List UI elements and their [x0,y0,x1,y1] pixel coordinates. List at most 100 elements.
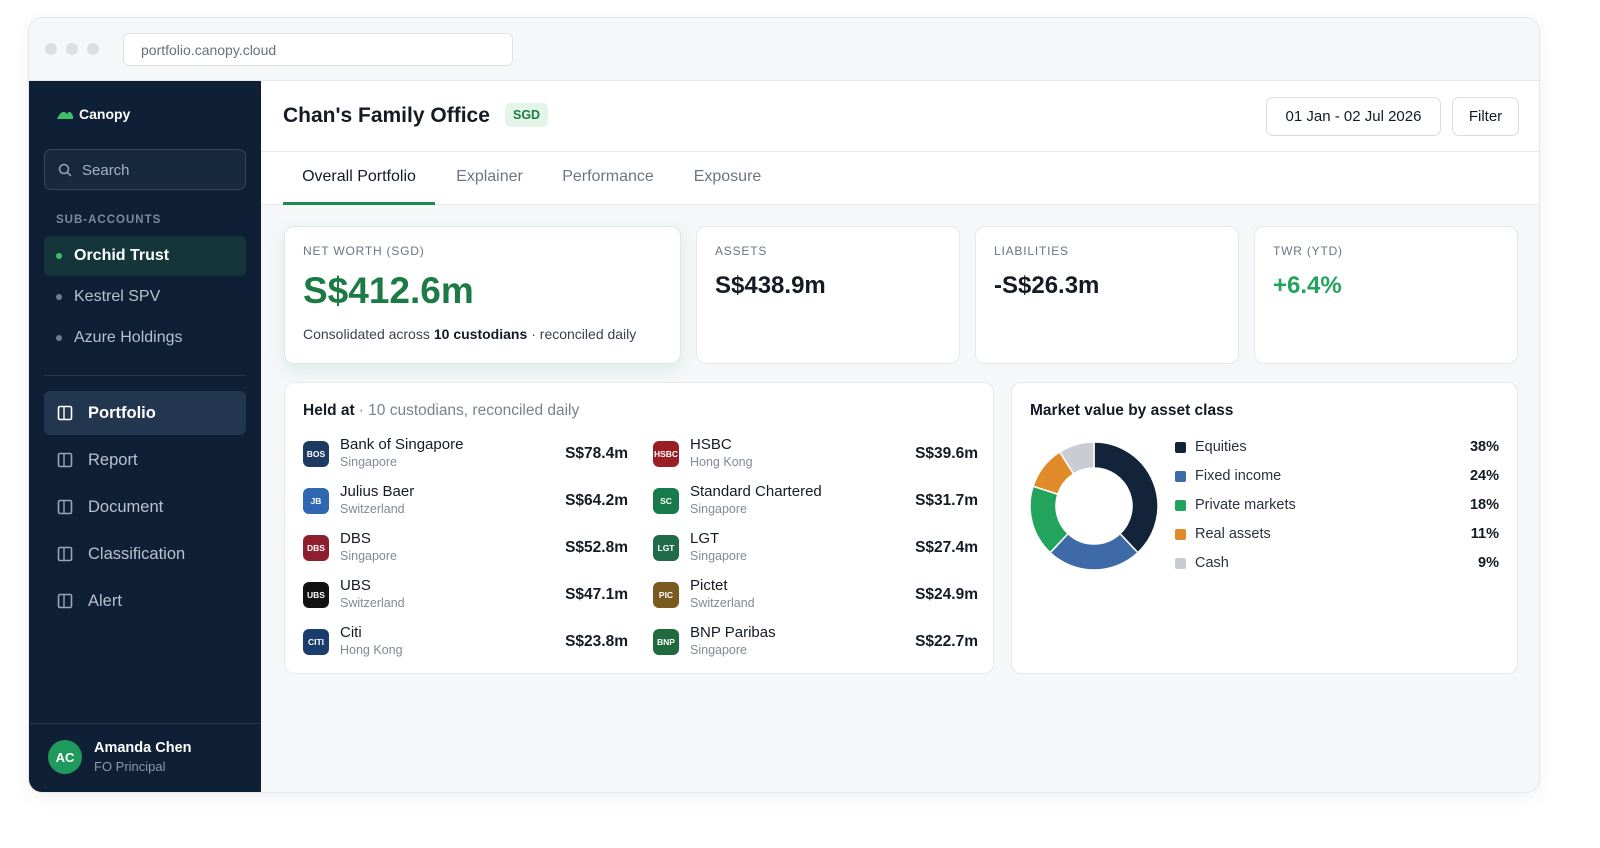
nav-item[interactable]: Document [44,485,246,529]
date-range-button[interactable]: 01 Jan - 02 Jul 2026 [1266,97,1441,136]
url-bar[interactable]: portfolio.canopy.cloud [123,33,513,66]
account-dot [56,294,62,300]
card-title: Market value by asset class [1030,402,1234,419]
custodian-badge: HSBC [653,441,679,467]
legend-value: 18% [1469,497,1499,513]
logo-shape [57,111,73,119]
section-label: SUB-ACCOUNTS [56,214,162,226]
sub-account[interactable]: Kestrel SPV [44,277,246,317]
custodian-badge: SC [653,488,679,514]
search-box[interactable]: Search [44,149,246,190]
custodian-badge: DBS [303,535,329,561]
kpi-value: +6.4% [1273,272,1342,299]
account-name: Azure Holdings [74,329,183,346]
custodian-row: HSBC HSBC Hong Kong S$39.6m [653,434,978,474]
page-title: Chan's Family Office [283,104,490,127]
header-divider [261,151,1539,152]
icon-part [66,171,72,177]
kpi-card: ASSETS S$438.9m [696,226,960,364]
legend-value: 24% [1469,468,1499,484]
sidebar: Canopy Search SUB-ACCOUNTS Orchid Trust Kest… [29,81,261,792]
avatar: AC [48,740,82,774]
legend-label: Fixed income [1195,468,1282,484]
account-name: Orchid Trust [74,247,170,264]
note-text: · reconciled daily [531,326,637,342]
kpi-note: Consolidated across 10 custodians · reconc… [303,326,662,342]
brand-name: Canopy [79,106,131,122]
nav-item[interactable]: Alert [44,579,246,623]
custodian-location: Hong Kong [340,643,403,657]
account-dot [56,253,62,259]
legend-swatch [1175,500,1186,511]
user-name: Amanda Chen [94,740,192,756]
custodian-location: Singapore [690,643,747,657]
tab[interactable]: Explainer [456,168,523,185]
sub-account[interactable]: Orchid Trust [44,236,246,276]
nav-item[interactable]: Report [44,438,246,482]
custodian-name: DBS [340,530,371,547]
divider [29,723,261,724]
custodian-row: LGT LGT Singapore S$27.4m [653,528,978,568]
custodian-value: S$47.1m [565,586,628,603]
custodian-value: S$27.4m [915,539,978,556]
donut-segment [1093,441,1159,554]
legend-swatch [1175,442,1186,453]
custodian-badge: BNP [653,629,679,655]
nav-icon [57,405,73,421]
custodian-badge: UBS [303,582,329,608]
kpi-label: TWR (YTD) [1273,244,1343,258]
custodian-location: Switzerland [340,596,405,610]
nav-item[interactable]: Classification [44,532,246,576]
custodian-name: Pictet [690,577,728,594]
custodian-value: S$52.8m [565,539,628,556]
browser-window: portfolio.canopy.cloud Canopy Search SUB-A… [28,17,1540,793]
custodian-row: BNP BNP Paribas Singapore S$22.7m [653,622,978,662]
legend-label: Private markets [1195,497,1296,513]
card-title-main: Held at [303,402,355,419]
custodian-name: Standard Chartered [690,483,822,500]
kpi-card: NET WORTH (SGD) S$412.6m Consolidated acro… [284,226,681,364]
custodian-row: UBS UBS Switzerland S$47.1m [303,575,628,615]
donut-chart [1029,441,1159,571]
nav-icon [57,452,73,468]
custodian-badge: JB [303,488,329,514]
sub-account[interactable]: Azure Holdings [44,318,246,358]
custodian-row: JB Julius Baer Switzerland S$64.2m [303,481,628,521]
legend-value: 9% [1478,555,1499,571]
filter-button[interactable]: Filter [1452,97,1519,136]
allocation-card: Market value by asset class Equities 38% Fi… [1011,382,1518,674]
divider [44,375,246,376]
custodian-badge: LGT [653,535,679,561]
nav-item[interactable]: Portfolio [44,391,246,435]
custodian-row: PIC Pictet Switzerland S$24.9m [653,575,978,615]
brand-logo [57,111,73,119]
custodian-location: Switzerland [690,596,755,610]
window-dot [66,43,78,55]
tab[interactable]: Performance [562,168,654,185]
nav-label: Report [88,451,138,469]
tab[interactable]: Exposure [693,168,762,185]
tab[interactable]: Overall Portfolio [283,152,435,205]
custodian-location: Hong Kong [690,455,753,469]
icon-part [57,546,73,562]
nav-label: Document [88,498,164,516]
custodian-value: S$64.2m [565,492,628,509]
kpi-value: S$412.6m [303,270,474,311]
kpi-value: -S$26.3m [994,272,1100,299]
custodian-badge: BOS [303,441,329,467]
header-bar [261,81,1539,205]
custodian-location: Singapore [340,455,397,469]
kpi-label: NET WORTH (SGD) [303,244,425,258]
kpi-card: LIABILITIES -S$26.3m [975,226,1239,364]
legend-swatch [1175,529,1186,540]
custodian-location: Singapore [690,549,747,563]
note-text: Consolidated across [303,326,430,342]
nav-label: Classification [88,545,186,563]
search-icon [58,163,72,177]
nav-icon [57,593,73,609]
account-dot [56,335,62,341]
custodian-name: HSBC [690,436,732,453]
note-emphasis: 10 custodians [433,326,528,342]
custodian-badge: CITI [303,629,329,655]
custodian-row: SC Standard Chartered Singapore S$31.7m [653,481,978,521]
